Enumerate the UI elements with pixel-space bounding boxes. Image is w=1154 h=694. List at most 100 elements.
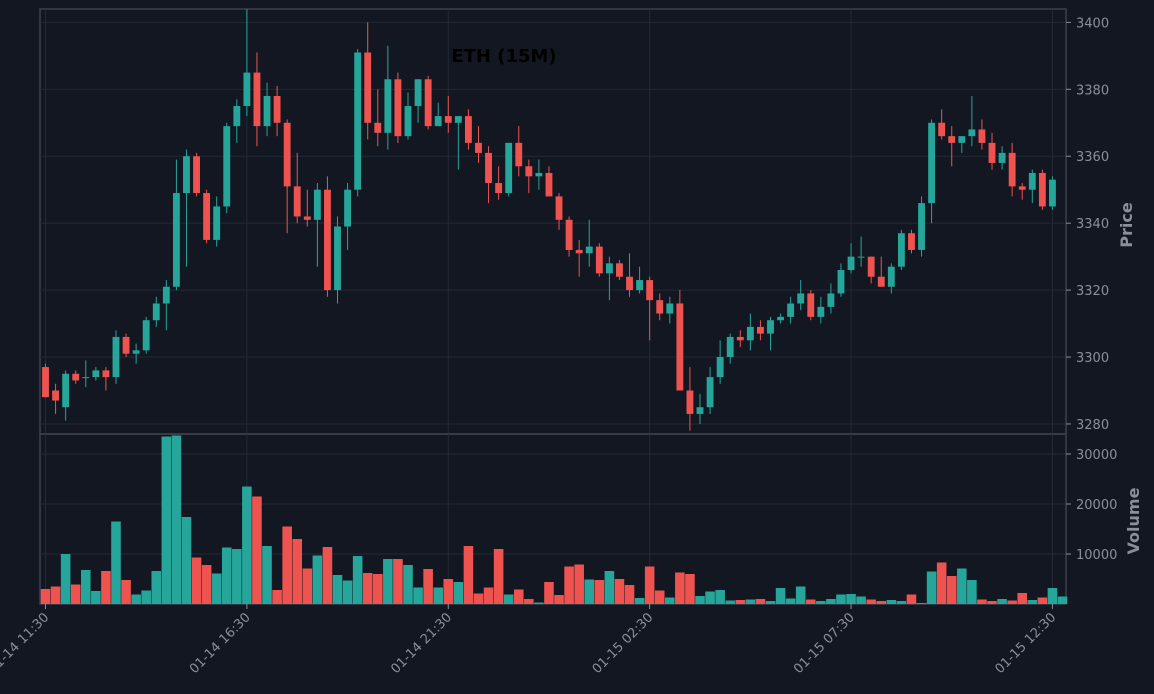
volume-bar bbox=[624, 585, 635, 604]
volume-bar bbox=[513, 589, 524, 604]
volume-bar bbox=[594, 580, 605, 604]
volume-bar bbox=[221, 547, 232, 604]
volume-bar bbox=[936, 562, 947, 604]
candle-body bbox=[837, 270, 845, 294]
volume-bar bbox=[957, 568, 967, 604]
volume-bar bbox=[745, 599, 756, 604]
volume-bar bbox=[846, 594, 856, 604]
volume-bar bbox=[866, 599, 876, 604]
volume-bar bbox=[80, 570, 91, 604]
volume-bar bbox=[805, 599, 816, 604]
candle-body bbox=[112, 336, 120, 378]
candle-body bbox=[223, 126, 231, 207]
candle-body bbox=[313, 189, 321, 220]
volume-bar bbox=[403, 565, 413, 604]
candle-body bbox=[142, 320, 150, 351]
candle-body bbox=[706, 377, 714, 408]
volume-bar bbox=[685, 574, 695, 604]
candle-body bbox=[515, 142, 523, 167]
price-panel: 3280 3300 3320 3340 3360 3380 3400 bbox=[39, 8, 1109, 435]
candle-body bbox=[887, 266, 895, 287]
candle-body bbox=[787, 303, 795, 317]
volume-bar bbox=[967, 580, 977, 604]
volume-bar bbox=[654, 590, 665, 604]
price-tick-label: 3360 bbox=[1076, 150, 1109, 165]
volume-bar bbox=[352, 556, 363, 604]
volume-bar bbox=[977, 599, 987, 604]
volume-bar bbox=[715, 590, 725, 604]
candle-body bbox=[344, 189, 352, 227]
volume-bar bbox=[201, 565, 212, 604]
candle-body bbox=[696, 407, 704, 414]
candle-body bbox=[374, 122, 382, 133]
volume-bar bbox=[735, 600, 746, 604]
candle-body bbox=[827, 293, 835, 307]
volume-bar bbox=[826, 599, 836, 604]
volume-axis-title: Volume bbox=[1124, 487, 1143, 554]
volume-bar bbox=[795, 586, 806, 604]
candle-body bbox=[1038, 172, 1046, 207]
volume-bar bbox=[302, 568, 313, 604]
volume-bar bbox=[181, 517, 192, 604]
candle-body bbox=[404, 106, 412, 137]
volume-bar bbox=[483, 587, 494, 604]
candle-body bbox=[857, 256, 865, 258]
volume-bar bbox=[856, 596, 866, 604]
candle-body bbox=[1049, 179, 1056, 207]
price-tick-label: 3280 bbox=[1076, 418, 1109, 433]
volume-bar bbox=[473, 593, 484, 604]
volume-bar bbox=[554, 595, 564, 604]
candle-body bbox=[535, 172, 543, 177]
candle-body bbox=[908, 233, 915, 250]
volume-bar bbox=[695, 596, 705, 604]
candle-body bbox=[62, 373, 70, 408]
volume-bar bbox=[987, 601, 997, 604]
candle-body bbox=[595, 246, 603, 274]
price-panel-frame bbox=[39, 8, 1067, 435]
volume-bar bbox=[906, 594, 917, 604]
volume-bar bbox=[373, 574, 383, 604]
candle-body bbox=[273, 96, 281, 123]
volume-bar bbox=[534, 602, 544, 604]
price-axis-title: Price bbox=[1117, 202, 1136, 248]
volume-bar bbox=[272, 590, 282, 604]
volume-bar bbox=[282, 526, 292, 604]
candle-body bbox=[807, 293, 815, 317]
candle-body bbox=[434, 116, 442, 127]
volume-bar bbox=[946, 576, 957, 604]
price-tick-label: 3300 bbox=[1076, 351, 1109, 366]
volume-bar bbox=[634, 598, 645, 604]
volume-bar bbox=[775, 588, 786, 604]
candle-body bbox=[726, 336, 734, 358]
candle-body bbox=[736, 336, 744, 341]
candle-body bbox=[52, 390, 59, 401]
volume-bar bbox=[886, 600, 897, 604]
candle-body bbox=[988, 142, 996, 163]
price-tick-label: 3400 bbox=[1076, 16, 1109, 31]
candle-body bbox=[1018, 186, 1026, 190]
candle-body bbox=[817, 306, 825, 317]
volume-bar bbox=[926, 571, 937, 604]
candle-body bbox=[626, 276, 633, 291]
candle-body bbox=[162, 286, 170, 304]
volume-bar bbox=[725, 600, 735, 604]
candle-body bbox=[1028, 172, 1036, 190]
x-tick-label: 01-15 07:30 bbox=[791, 610, 858, 677]
volume-bar bbox=[997, 599, 1007, 604]
candle-body bbox=[364, 52, 372, 123]
volume-bar bbox=[423, 569, 433, 604]
volume-bar bbox=[614, 579, 625, 604]
candle-body bbox=[233, 106, 241, 127]
candle-body bbox=[213, 206, 221, 240]
volume-bar bbox=[503, 594, 514, 604]
volume-bar bbox=[453, 582, 464, 604]
candle-body bbox=[978, 129, 986, 143]
volume-bar bbox=[493, 549, 504, 604]
candle-body bbox=[354, 52, 362, 190]
candle-body bbox=[636, 280, 644, 291]
volume-bar bbox=[362, 573, 373, 604]
candle-body bbox=[666, 303, 674, 314]
volume-bar bbox=[564, 566, 574, 604]
candle-body bbox=[424, 79, 432, 127]
